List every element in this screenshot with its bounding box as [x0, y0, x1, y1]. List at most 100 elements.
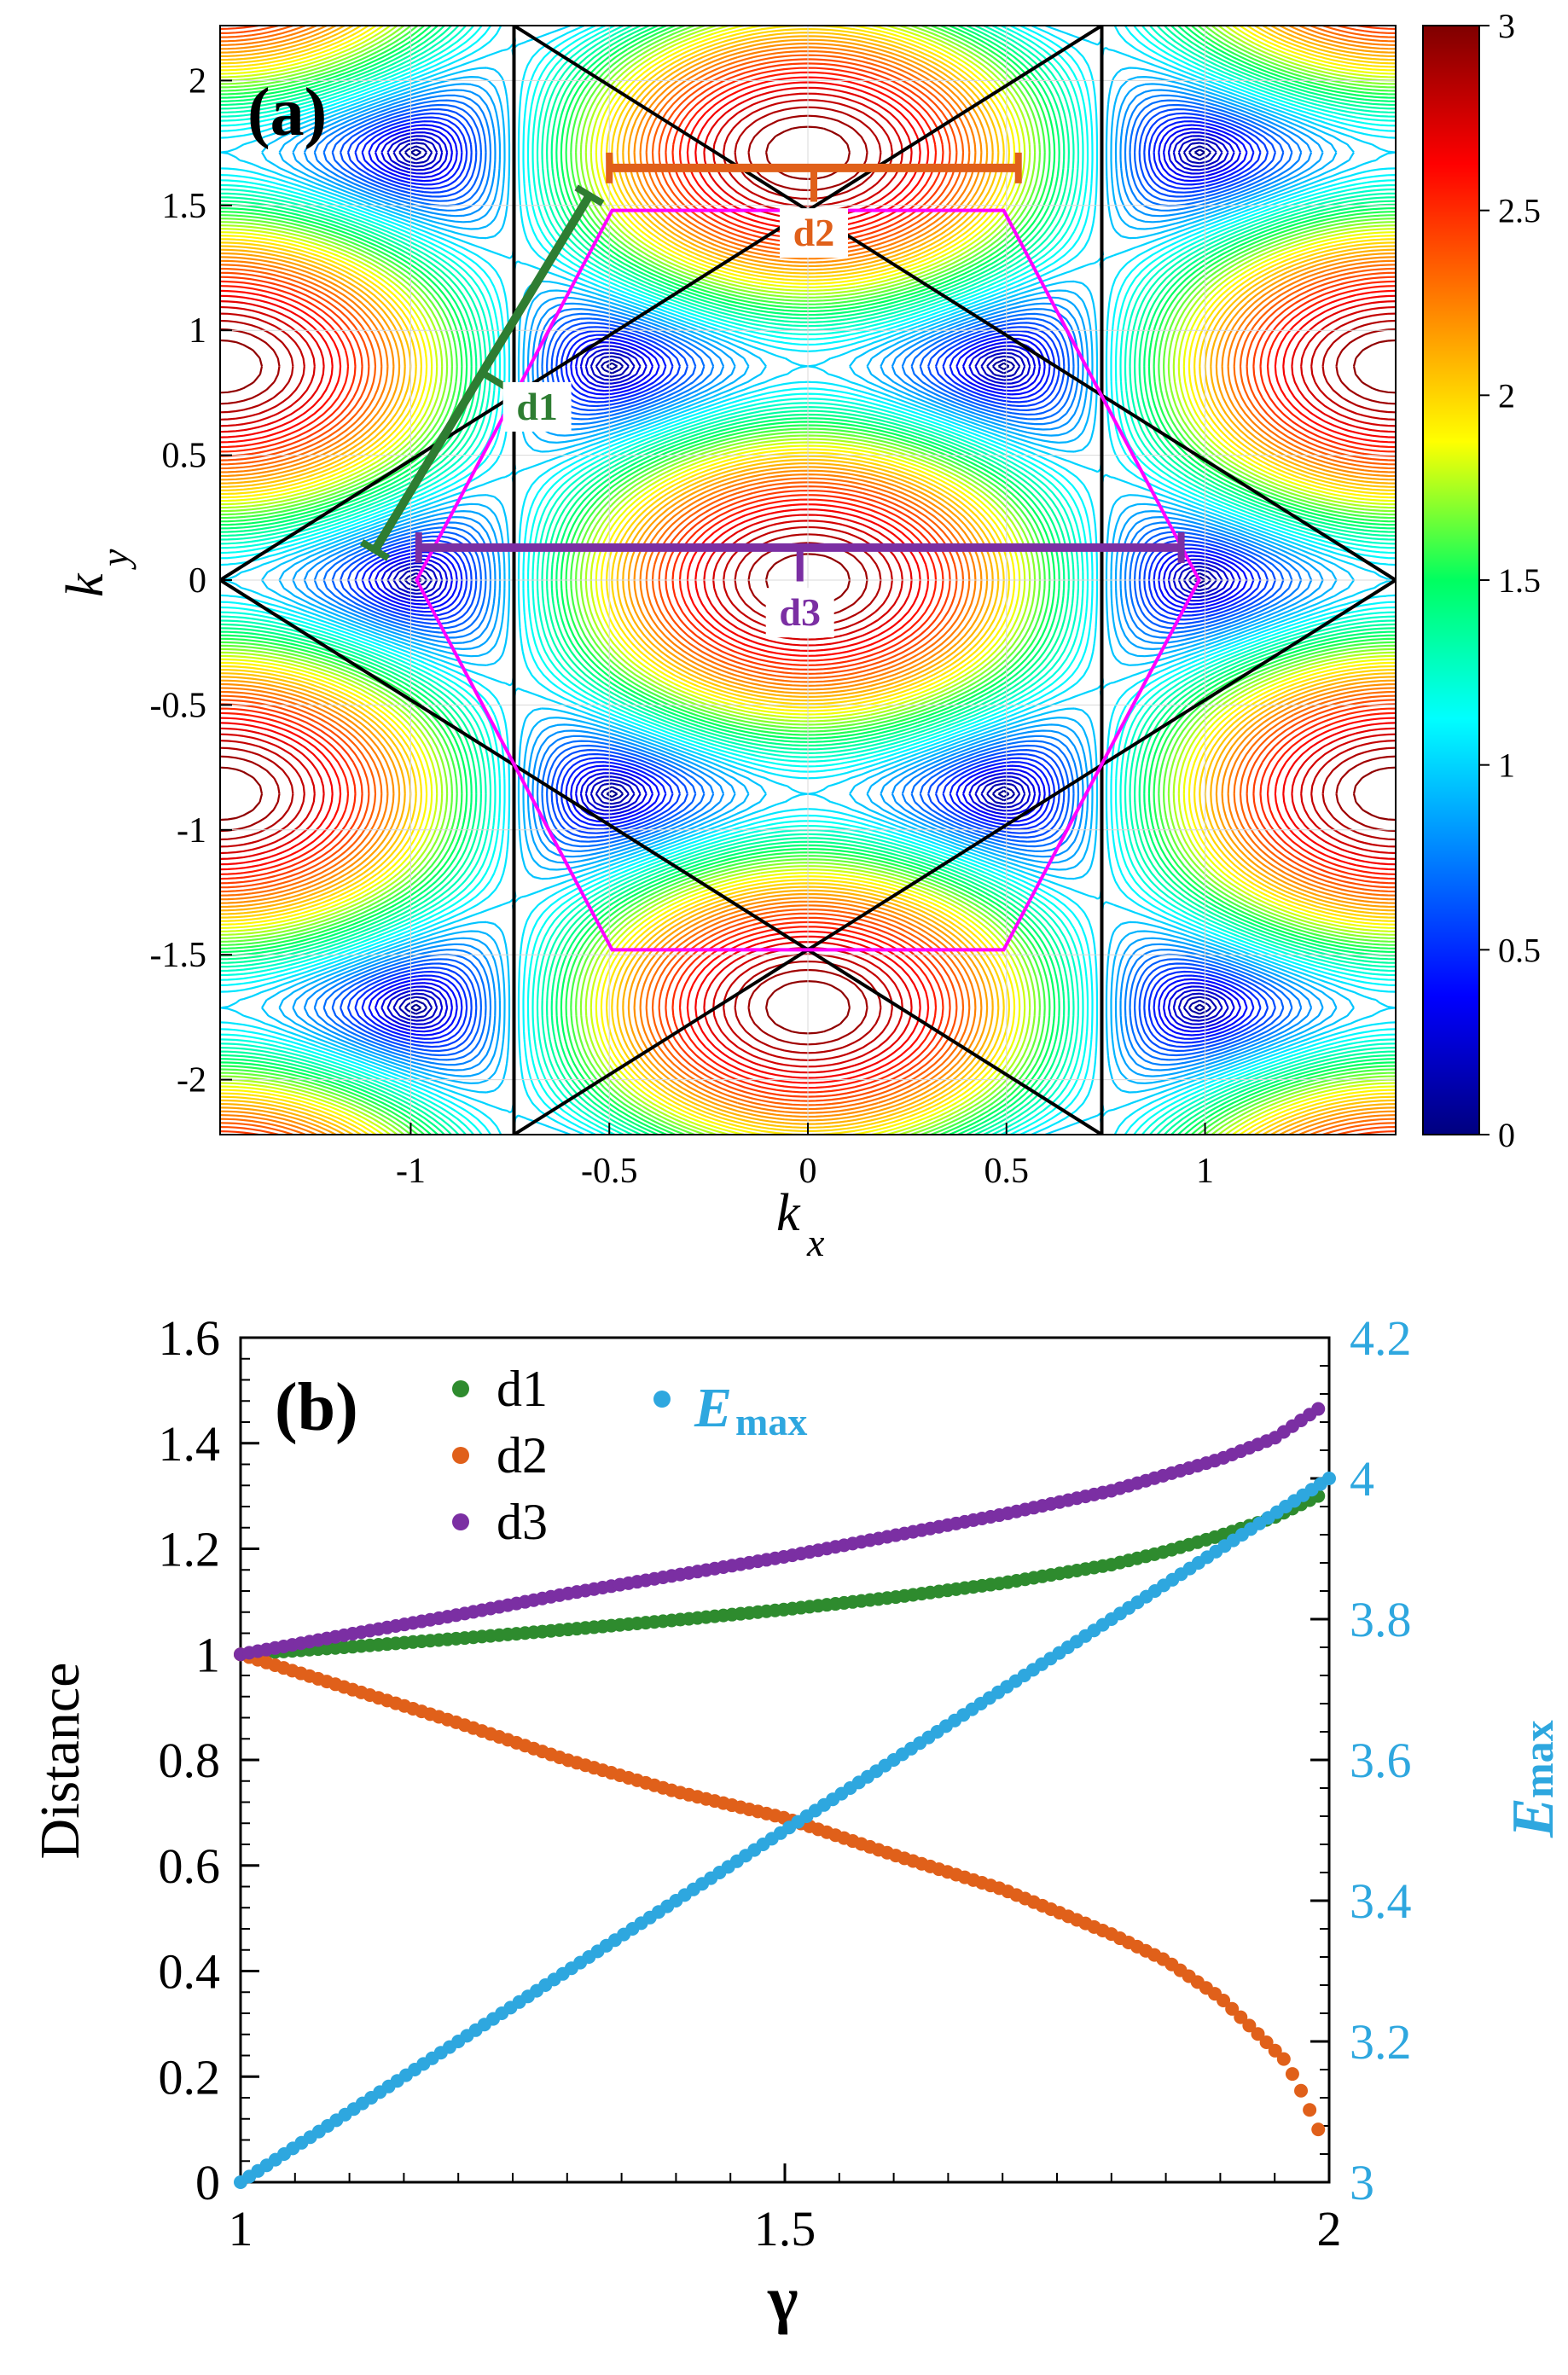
data-point-d2 — [1285, 2067, 1299, 2082]
data-point-d2 — [1234, 2010, 1248, 2024]
y-axis-label: k y — [56, 549, 136, 597]
contour-level — [220, 26, 1396, 1135]
contour-level — [220, 26, 1396, 1135]
y-axis-label-sub: y — [93, 549, 136, 570]
contour-level — [220, 26, 1396, 1135]
contour-level — [220, 26, 1396, 1135]
data-point-Emax — [1322, 1472, 1336, 1485]
contour-level — [220, 26, 1396, 1135]
data-point-d2 — [1217, 1994, 1231, 2008]
contour-level — [220, 26, 1396, 1135]
contour-level — [220, 26, 1396, 1135]
distance-plot-frame — [239, 1336, 1331, 2184]
x-tick-label: 1 — [1196, 1152, 1214, 1191]
x-axis-label: k x — [776, 1184, 825, 1264]
hexagon-outline — [415, 208, 1201, 952]
contour-level — [392, 138, 1223, 1022]
contour-level — [220, 26, 1396, 1135]
y-tick-label: -1 — [177, 811, 206, 851]
contour-level — [220, 26, 1396, 1135]
contour-level — [380, 131, 1235, 1029]
contour-level — [398, 142, 1217, 1019]
panel-b-label: (b) — [275, 1370, 358, 1445]
x-tick-label: 0.5 — [984, 1152, 1030, 1191]
annotation-label: d1 — [516, 385, 558, 428]
contour-level — [220, 26, 1396, 1135]
legend-label-d1: d1 — [497, 1361, 548, 1417]
contour-level — [220, 71, 1396, 1089]
y-tick-label: -2 — [177, 1061, 206, 1100]
contour-level — [220, 114, 1396, 1046]
contour-level — [331, 103, 1285, 1057]
contour-level — [313, 94, 1303, 1066]
data-point-d3 — [1311, 1402, 1326, 1416]
y-axis-label-main: k — [56, 572, 114, 597]
right-axis-label: E max — [1501, 1720, 1566, 1838]
data-point-d2 — [1225, 2001, 1240, 2016]
colorbar — [1422, 25, 1480, 1135]
contour-level — [220, 26, 1396, 1135]
y-tick-label: 0.2 — [159, 2049, 221, 2105]
y-right-tick-label: 3.8 — [1350, 1592, 1412, 1647]
x-tick-label: 1.5 — [754, 2201, 816, 2256]
y-tick-label: -0.5 — [150, 686, 207, 725]
x-axis-label-sub: x — [806, 1221, 825, 1264]
contour-level — [220, 26, 1396, 1135]
y-right-tick-label: 3.2 — [1350, 2014, 1412, 2070]
contour-level — [354, 116, 1262, 1044]
contour-level — [220, 26, 1396, 1135]
y-right-tick-label: 3.4 — [1350, 1873, 1412, 1929]
y-tick-label: 1.6 — [159, 1310, 221, 1366]
data-point-d2 — [1242, 2018, 1257, 2033]
x-axis-label-gamma: γ — [767, 2263, 799, 2335]
y-right-tick-label: 4.2 — [1350, 1310, 1412, 1366]
annotation-label: d3 — [779, 590, 821, 634]
contour-level — [220, 26, 1396, 1135]
data-point-d2 — [1303, 2103, 1317, 2117]
colorbar-ticks: 0 0.5 1 1.5 2 2.5 3 — [1479, 7, 1541, 1154]
y-tick-label: 2 — [189, 61, 206, 101]
y-right-tick-label: 3 — [1350, 2155, 1374, 2210]
contour-level — [292, 83, 1324, 1077]
annotation-end-cap — [574, 184, 605, 206]
x-tick-label: -0.5 — [581, 1152, 638, 1191]
legend-marker-d2 — [452, 1447, 469, 1464]
contour-level — [220, 26, 1396, 1135]
y-tick-label: 0.6 — [159, 1838, 221, 1894]
legend-label-d3: d3 — [497, 1494, 548, 1550]
contour-level — [368, 124, 1248, 1037]
y-axis-label-distance: Distance — [29, 1663, 91, 1860]
y-tick-label: 0 — [189, 561, 206, 601]
y-tick-label: -1.5 — [150, 936, 207, 975]
data-point-d2 — [1311, 2122, 1326, 2137]
contour-level — [386, 135, 1229, 1025]
data-point-d2 — [1276, 2052, 1291, 2066]
contour-level — [220, 26, 1396, 1135]
brillouin-overlay — [220, 26, 1396, 1135]
x-axis-label-main: k — [776, 1184, 801, 1242]
x-tick-label: 1 — [229, 2201, 253, 2256]
colorbar-tick-label: 0 — [1498, 1116, 1515, 1154]
right-axis-label-main: E — [1501, 1797, 1566, 1838]
contour-level — [303, 89, 1313, 1071]
legend-marker-d3 — [452, 1513, 469, 1530]
y-right-tick-label: 4 — [1350, 1451, 1374, 1507]
data-point-d2 — [1259, 2035, 1274, 2050]
annotation-d3: d3 — [415, 531, 1185, 638]
contour-level — [220, 26, 1396, 1135]
colorbar-tick-label: 1.5 — [1498, 561, 1541, 600]
y-tick-label: 1.5 — [162, 187, 207, 226]
y-tick-label: 1 — [195, 1627, 220, 1682]
annotation-label-bg — [779, 208, 848, 258]
legend-label-d2: d2 — [497, 1427, 548, 1484]
contour-level — [261, 67, 1355, 1094]
contour-level — [340, 108, 1276, 1052]
series-d3 — [234, 1402, 1326, 1662]
distance-panel: 1 1.5 2 0 0.2 0.4 0.6 0.8 1 1.2 1.4 1.6 3 3.2 3.4 3.6 3.… — [29, 1310, 1566, 2335]
contour-level — [322, 99, 1293, 1061]
contour-level — [220, 26, 1396, 1135]
contour-level — [220, 26, 1396, 1135]
right-axis-label-sub: max — [1514, 1720, 1562, 1798]
